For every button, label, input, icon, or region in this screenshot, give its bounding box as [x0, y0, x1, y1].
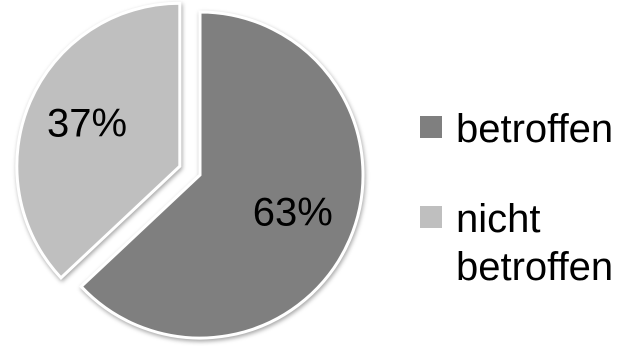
- legend-item-betroffen: betroffen: [420, 105, 635, 153]
- legend-swatch-betroffen: [420, 116, 442, 138]
- pie-labels: 63% 37%: [47, 102, 333, 235]
- pie-data-label-betroffen: 63%: [253, 191, 333, 235]
- pie-slice-nicht-betroffen: [15, 1, 182, 280]
- legend-swatch-nicht-betroffen: [420, 206, 442, 228]
- pie-slices: [15, 1, 365, 340]
- legend-label-nicht-betroffen: nicht betroffen: [456, 197, 614, 289]
- legend-item-nicht-betroffen: nicht betroffen: [420, 195, 635, 291]
- legend: betroffen nicht betroffen: [420, 105, 635, 291]
- legend-label-betroffen: betroffen: [456, 107, 614, 151]
- pie-slice-betroffen: [79, 10, 365, 340]
- pie-data-label-nicht-betroffen: 37%: [47, 102, 127, 146]
